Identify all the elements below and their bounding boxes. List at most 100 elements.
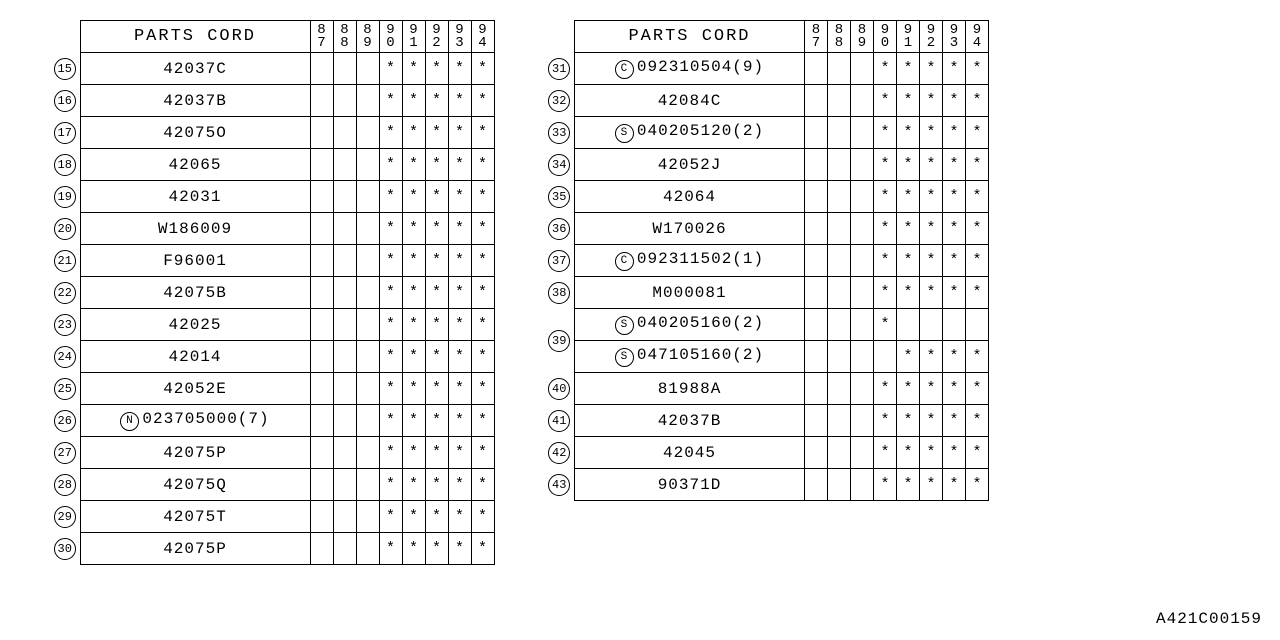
year-cell [356, 53, 379, 85]
year-cell [828, 437, 851, 469]
year-cell: * [448, 437, 471, 469]
year-cell: * [402, 245, 425, 277]
year-cell [333, 181, 356, 213]
year-cell [851, 53, 874, 85]
year-cell: * [471, 277, 494, 309]
year-cell [851, 437, 874, 469]
year-cell [310, 469, 333, 501]
year-cell: * [448, 341, 471, 373]
year-cell [805, 405, 828, 437]
year-cell [805, 341, 828, 373]
year-cell [333, 533, 356, 565]
part-cell: 42025 [80, 309, 310, 341]
year-cell [356, 181, 379, 213]
year-header: 89 [851, 21, 874, 53]
year-cell: * [874, 85, 897, 117]
table-row: 2942075T***** [50, 501, 494, 533]
year-cell [333, 405, 356, 437]
ref-cell: 21 [50, 245, 80, 277]
year-cell: * [425, 53, 448, 85]
year-cell: * [874, 117, 897, 149]
year-cell: * [897, 213, 920, 245]
year-cell [851, 309, 874, 341]
year-header: 88 [828, 21, 851, 53]
ref-cell: 27 [50, 437, 80, 469]
part-cell: N023705000(7) [80, 405, 310, 437]
year-cell: * [943, 405, 966, 437]
year-cell: * [966, 469, 989, 501]
table-row: 4081988A***** [545, 373, 989, 405]
year-cell: * [471, 85, 494, 117]
year-cell: * [425, 149, 448, 181]
part-cell: 42075Q [80, 469, 310, 501]
year-cell: * [943, 341, 966, 373]
table-row: 33S040205120(2)***** [545, 117, 989, 149]
table-row: 1742075O***** [50, 117, 494, 149]
part-cell: 42031 [80, 181, 310, 213]
year-cell: * [471, 245, 494, 277]
year-cell [828, 405, 851, 437]
year-cell: * [425, 341, 448, 373]
year-cell: * [943, 213, 966, 245]
year-cell: * [448, 117, 471, 149]
year-cell: * [471, 501, 494, 533]
year-cell: * [379, 117, 402, 149]
year-cell [828, 85, 851, 117]
ref-cell: 19 [50, 181, 80, 213]
year-cell [333, 437, 356, 469]
year-cell [828, 53, 851, 85]
year-cell: * [966, 213, 989, 245]
table-row: 39S040205160(2)* [545, 309, 989, 341]
year-cell [805, 85, 828, 117]
year-cell: * [943, 245, 966, 277]
year-cell [805, 373, 828, 405]
year-cell: * [448, 309, 471, 341]
part-cell: 42075O [80, 117, 310, 149]
year-cell: * [966, 277, 989, 309]
year-cell: * [897, 405, 920, 437]
year-cell [851, 181, 874, 213]
year-cell [851, 117, 874, 149]
ref-cell: 30 [50, 533, 80, 565]
year-cell: * [966, 117, 989, 149]
year-cell: * [402, 533, 425, 565]
year-cell [828, 213, 851, 245]
year-cell: * [943, 149, 966, 181]
part-cell: F96001 [80, 245, 310, 277]
part-number: 90371D [658, 476, 722, 494]
year-cell: * [897, 181, 920, 213]
table-row: 2242075B***** [50, 277, 494, 309]
year-cell [828, 341, 851, 373]
year-cell [805, 277, 828, 309]
year-cell: * [402, 405, 425, 437]
year-cell: * [943, 53, 966, 85]
ref-cell: 41 [545, 405, 575, 437]
year-cell [333, 117, 356, 149]
year-cell: * [874, 53, 897, 85]
year-header: 89 [356, 21, 379, 53]
part-cell: 42075P [80, 533, 310, 565]
year-cell: * [402, 117, 425, 149]
ref-cell: 18 [50, 149, 80, 181]
year-cell: * [966, 85, 989, 117]
ref-circle-icon: 31 [548, 58, 570, 80]
table-row: 36W170026***** [545, 213, 989, 245]
year-cell: * [448, 533, 471, 565]
part-number: 42075B [163, 284, 227, 302]
year-cell: * [402, 181, 425, 213]
year-cell: * [471, 533, 494, 565]
year-cell: * [897, 341, 920, 373]
part-number: 040205160(2) [637, 314, 764, 332]
ref-cell: 23 [50, 309, 80, 341]
year-cell [828, 245, 851, 277]
year-cell: * [379, 341, 402, 373]
year-cell: * [471, 341, 494, 373]
part-cell: W170026 [575, 213, 805, 245]
part-cell: 42075P [80, 437, 310, 469]
year-cell [310, 85, 333, 117]
year-cell: * [379, 437, 402, 469]
year-header: 87 [805, 21, 828, 53]
year-cell: * [943, 277, 966, 309]
table-row: 2742075P***** [50, 437, 494, 469]
year-header: 94 [471, 21, 494, 53]
